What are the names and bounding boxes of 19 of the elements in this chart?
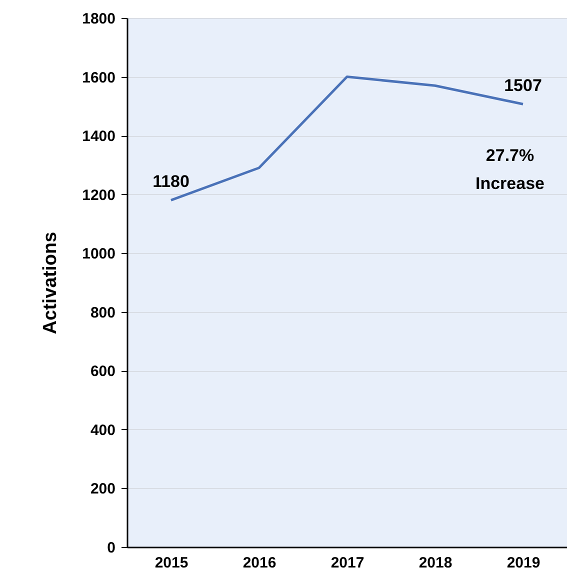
y-axis-title: Activations: [40, 232, 62, 334]
y-tick-label: 600: [90, 363, 116, 380]
y-tick-label: 1000: [82, 246, 116, 263]
y-tick-label: 1400: [82, 128, 116, 146]
x-tick-label: 2019: [506, 554, 540, 572]
data-label: 1507: [504, 76, 542, 96]
y-tick-label: 1800: [82, 10, 116, 28]
x-tick-label: 2017: [330, 554, 364, 572]
y-tick-label: 400: [90, 422, 116, 439]
y-tick-label: 200: [90, 480, 116, 498]
x-tick-label: 2016: [242, 554, 276, 572]
x-tick-label: 2018: [418, 554, 452, 572]
y-tick-label: 0: [107, 540, 116, 556]
y-tick-label: 800: [90, 304, 116, 322]
y-tick-label: 1600: [82, 69, 116, 86]
data-label: 1180: [152, 172, 190, 192]
y-tick-label: 1200: [82, 186, 116, 204]
annotation: 27.7% Increase: [476, 146, 544, 193]
x-tick-label: 2015: [154, 554, 188, 572]
